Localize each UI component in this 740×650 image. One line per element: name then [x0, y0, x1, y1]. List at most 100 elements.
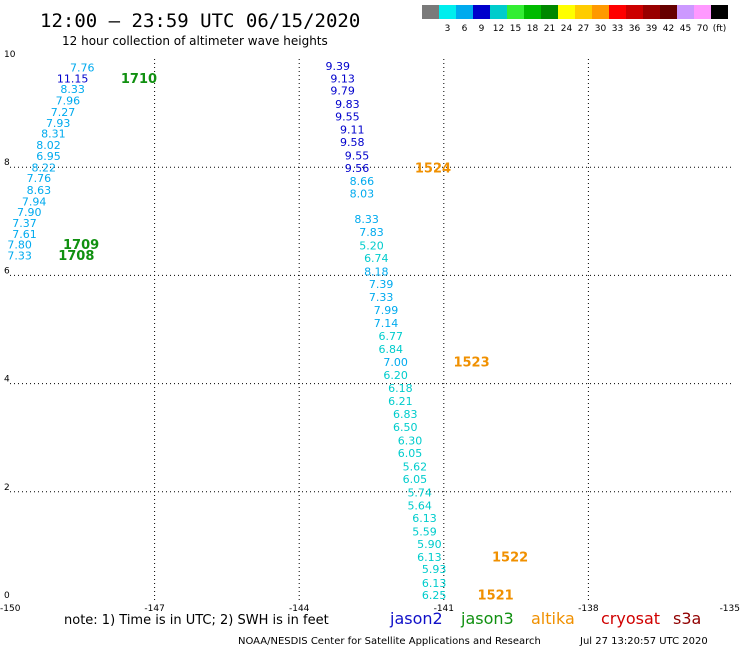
wave-height-label: 6.95 [36, 150, 61, 163]
legend-label: 36 [629, 24, 641, 34]
wave-height-label: 5.93 [422, 563, 447, 576]
chart-title: 12:00 — 23:59 UTC 06/15/2020 [40, 10, 360, 32]
legend-label: 27 [578, 24, 589, 34]
x-tick-label: -135 [720, 604, 740, 614]
wave-height-label: 9.55 [335, 110, 360, 123]
pass-label: 1709 [63, 238, 99, 253]
y-tick-label: 6 [4, 266, 10, 276]
wave-height-label: 8.03 [350, 187, 375, 200]
wave-height-label: 6.13 [417, 551, 442, 564]
legend-swatch [575, 5, 592, 19]
legend-swatch [677, 5, 694, 19]
wave-height-label: 7.33 [7, 249, 32, 262]
wave-height-label: 8.66 [350, 175, 375, 188]
legend-swatch [490, 5, 507, 19]
legend-swatch [439, 5, 456, 19]
wave-height-label: 7.76 [70, 62, 95, 75]
legend-label: 33 [612, 24, 623, 34]
legend-label: 6 [462, 24, 468, 34]
axis-ticks: -150 -147 -144 -141 -138 -135 0 2 4 6 8 10 [0, 50, 740, 614]
wave-height-label: 6.05 [403, 473, 428, 486]
legend-swatch [694, 5, 711, 19]
x-tick-label: -150 [0, 604, 21, 614]
wave-height-label: 7.76 [27, 172, 52, 185]
legend-swatch [609, 5, 626, 19]
satellite-legend: jason2 jason3 altika cryosat s3a [389, 609, 701, 628]
legend-label: 30 [595, 24, 607, 34]
y-tick-label: 8 [4, 158, 10, 168]
x-tick-label: -138 [578, 604, 599, 614]
legend-label: 12 [493, 24, 504, 34]
x-tick-label: -147 [144, 604, 164, 614]
wave-height-label: 8.31 [41, 128, 66, 141]
pass-label: 1710 [121, 72, 157, 87]
legend-label: 45 [680, 24, 691, 34]
wave-height-label: 7.39 [369, 278, 394, 291]
y-tick-label: 10 [4, 50, 16, 60]
timestamp: Jul 27 13:20:57 UTC 2020 [579, 636, 708, 647]
wave-height-label: 7.00 [383, 356, 408, 369]
wave-height-label: 6.13 [422, 577, 447, 590]
wave-height-label: 6.30 [398, 434, 423, 447]
wave-height-label: 6.05 [398, 447, 423, 460]
legend-label: 70 [697, 24, 709, 34]
wave-height-label: 9.39 [326, 60, 351, 73]
wave-height-label: 8.63 [27, 184, 52, 197]
pass-label: 1524 [415, 161, 451, 176]
wave-height-label: 9.13 [330, 73, 355, 86]
satellite-name: jason2 [389, 609, 443, 628]
pass-label: 1522 [492, 550, 528, 565]
legend-swatch [643, 5, 660, 19]
x-tick-label: -144 [289, 604, 310, 614]
chart-subtitle: 12 hour collection of altimeter wave hei… [62, 34, 328, 48]
legend-label: 42 [663, 24, 674, 34]
wave-height-label: 7.14 [374, 317, 399, 330]
legend-swatch [592, 5, 609, 19]
wave-height-label: 7.96 [56, 95, 81, 108]
wave-height-label: 7.80 [7, 239, 32, 252]
wave-height-label: 6.20 [383, 369, 408, 382]
legend-label: 24 [561, 24, 573, 34]
legend-swatch [558, 5, 575, 19]
wave-height-label: 7.83 [359, 226, 384, 239]
wave-height-label: 5.64 [407, 499, 432, 512]
legend-swatch [507, 5, 524, 19]
wave-height-label: 8.18 [364, 266, 389, 279]
satellite-name: cryosat [601, 609, 660, 628]
legend-swatch [473, 5, 490, 19]
legend-swatch [660, 5, 677, 19]
pass-label: 1708 [58, 249, 94, 264]
wave-height-label: 6.77 [379, 330, 404, 343]
wave-height-label: 8.33 [60, 83, 85, 96]
wave-height-label: 6.21 [388, 395, 413, 408]
wave-height-label: 11.15 [57, 73, 89, 86]
legend-swatch [626, 5, 643, 19]
y-tick-label: 2 [4, 483, 10, 493]
data-points: 7.7611.158.337.967.277.938.318.026.958.2… [7, 60, 446, 602]
legend-swatch [456, 5, 473, 19]
legend-swatch [524, 5, 541, 19]
color-legend: 3 6 9 12 15 18 21 24 27 30 33 36 39 42 45 70 (ft) [422, 5, 728, 34]
wave-height-label: 7.27 [51, 106, 76, 119]
legend-swatch [711, 5, 728, 19]
satellite-name: jason3 [460, 609, 514, 628]
wave-height-label: 8.22 [31, 161, 56, 174]
wave-height-label: 7.90 [17, 206, 42, 219]
y-tick-label: 0 [4, 591, 10, 601]
satellite-name: altika [531, 609, 575, 628]
wave-height-label: 9.79 [330, 84, 355, 97]
x-tick-label: -141 [434, 604, 454, 614]
legend-label: 9 [479, 24, 485, 34]
wave-height-label: 9.58 [340, 136, 365, 149]
legend-swatch [541, 5, 558, 19]
legend-label: 15 [510, 24, 521, 34]
legend-unit: (ft) [713, 24, 727, 34]
wave-height-label: 5.90 [417, 538, 442, 551]
legend-swatch [422, 5, 439, 19]
gridlines [10, 59, 733, 600]
wave-height-label: 6.50 [393, 421, 418, 434]
pass-label: 1523 [453, 356, 489, 371]
wave-height-label: 8.33 [354, 213, 379, 226]
wave-height-label: 9.83 [335, 98, 360, 111]
